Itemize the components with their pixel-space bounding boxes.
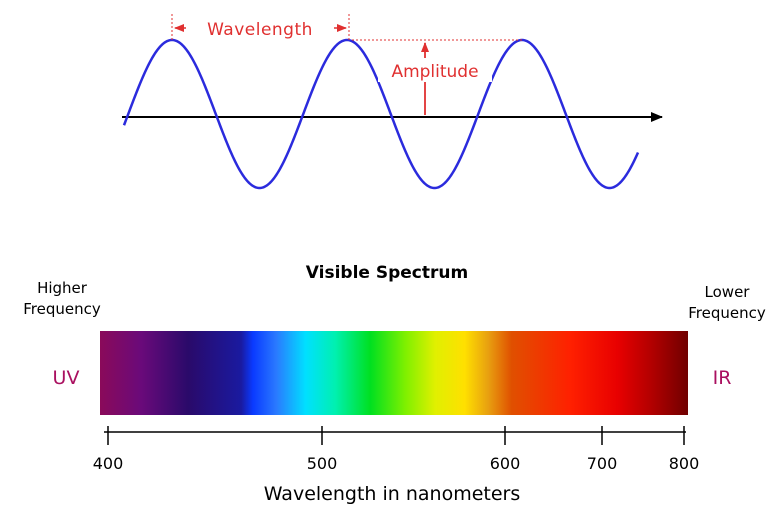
spectrum-title: Visible Spectrum xyxy=(306,263,468,283)
scale-tick-labels: 400 500 600 700 800 xyxy=(93,454,700,473)
frequency-label-right: Frequency xyxy=(688,304,766,322)
scale-tick-label: 800 xyxy=(669,454,700,473)
scale-tick-label: 400 xyxy=(93,454,124,473)
ir-label: IR xyxy=(713,367,732,389)
scale-tick-label: 600 xyxy=(490,454,521,473)
scale-axis-title: Wavelength in nanometers xyxy=(264,483,521,505)
visible-spectrum-bar xyxy=(100,331,688,415)
lower-label: Lower xyxy=(705,283,751,301)
amplitude-label: Amplitude xyxy=(391,62,478,82)
uv-label: UV xyxy=(53,367,80,389)
scale-ticks xyxy=(107,426,685,445)
frequency-label-left: Frequency xyxy=(23,300,101,318)
higher-label: Higher xyxy=(37,279,88,297)
sine-wave xyxy=(122,38,640,190)
wavelength-label: Wavelength xyxy=(207,20,313,40)
scale-tick-label: 700 xyxy=(587,454,618,473)
scale-tick-label: 500 xyxy=(307,454,338,473)
amplitude-label-background xyxy=(378,58,492,82)
